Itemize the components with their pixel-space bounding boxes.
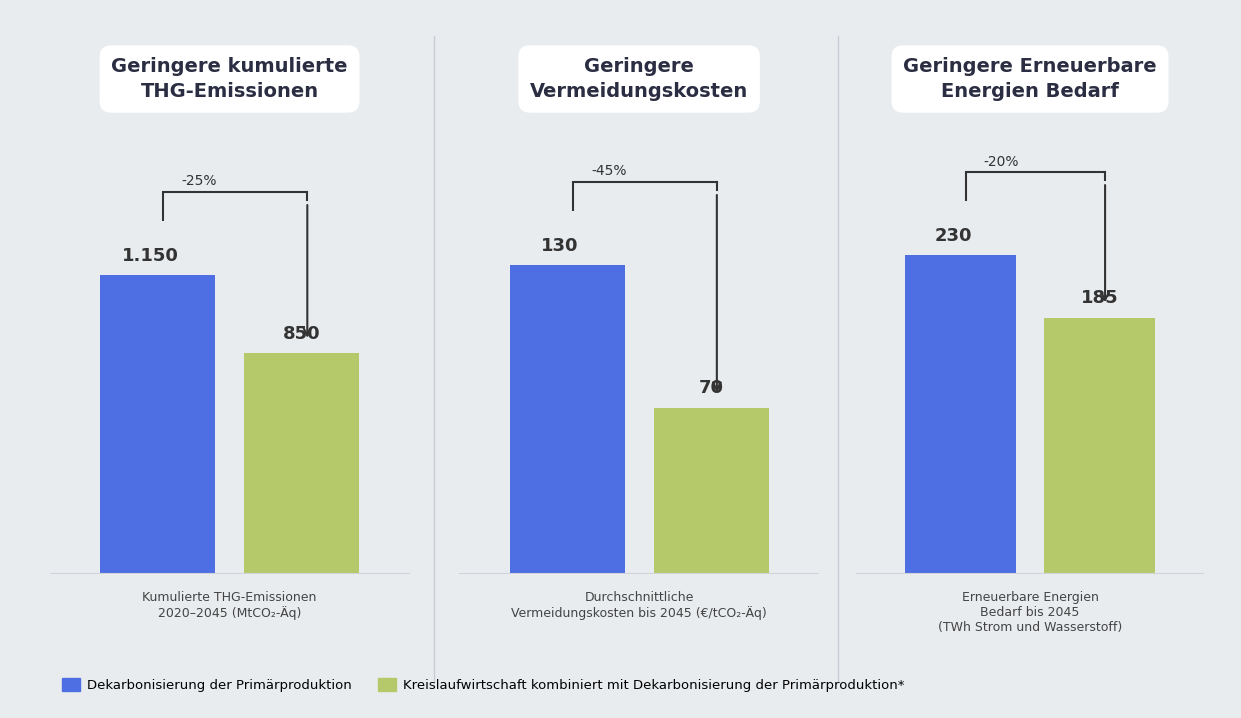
Text: Geringere kumulierte
THG-Emissionen: Geringere kumulierte THG-Emissionen bbox=[112, 57, 347, 101]
Text: 70: 70 bbox=[699, 379, 724, 398]
Text: -20%: -20% bbox=[983, 154, 1019, 169]
Bar bbox=[244, 353, 359, 574]
Text: -45%: -45% bbox=[591, 164, 627, 179]
Bar bbox=[510, 265, 624, 574]
Text: 185: 185 bbox=[1081, 289, 1118, 307]
Bar bbox=[1044, 317, 1155, 574]
Text: -25%: -25% bbox=[181, 174, 217, 188]
Text: 230: 230 bbox=[934, 227, 973, 245]
Text: Geringere
Vermeidungskosten: Geringere Vermeidungskosten bbox=[530, 57, 748, 101]
Text: 850: 850 bbox=[283, 325, 320, 342]
Legend: Dekarbonisierung der Primärproduktion, Kreislaufwirtschaft kombiniert mit Dekarb: Dekarbonisierung der Primärproduktion, K… bbox=[56, 673, 910, 697]
X-axis label: Kumulierte THG-Emissionen
2020–2045 (MtCO₂-Äq): Kumulierte THG-Emissionen 2020–2045 (MtC… bbox=[143, 591, 316, 620]
Bar bbox=[905, 255, 1016, 574]
Text: 1.150: 1.150 bbox=[122, 247, 179, 265]
Bar bbox=[654, 408, 768, 574]
Text: 130: 130 bbox=[541, 237, 578, 255]
Text: Geringere Erneuerbare
Energien Bedarf: Geringere Erneuerbare Energien Bedarf bbox=[903, 57, 1157, 101]
X-axis label: Durchschnittliche
Vermeidungskosten bis 2045 (€/tCO₂-Äq): Durchschnittliche Vermeidungskosten bis … bbox=[511, 591, 767, 620]
Bar bbox=[101, 275, 215, 574]
X-axis label: Erneuerbare Energien
Bedarf bis 2045
(TWh Strom und Wasserstoff): Erneuerbare Energien Bedarf bis 2045 (TW… bbox=[938, 591, 1122, 634]
